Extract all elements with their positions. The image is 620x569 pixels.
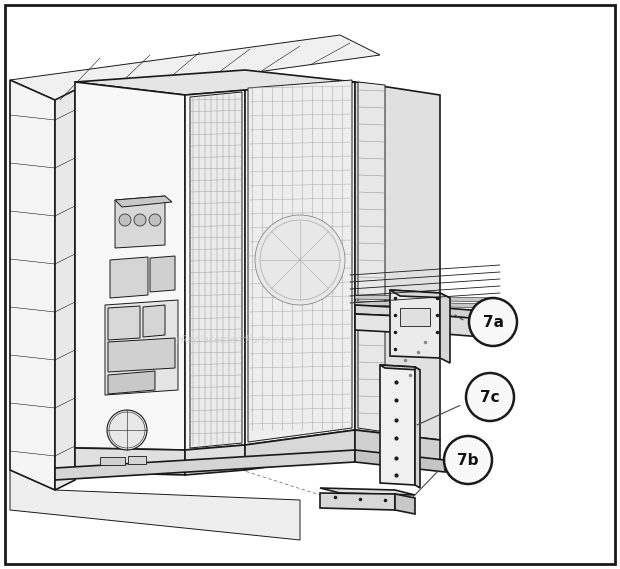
Polygon shape <box>320 493 395 510</box>
Polygon shape <box>108 338 175 372</box>
Polygon shape <box>445 308 495 320</box>
Polygon shape <box>10 35 380 100</box>
Polygon shape <box>390 290 440 358</box>
Polygon shape <box>115 196 172 207</box>
Polygon shape <box>320 488 415 495</box>
Circle shape <box>119 214 131 226</box>
Polygon shape <box>390 290 450 298</box>
Polygon shape <box>355 450 445 472</box>
Polygon shape <box>445 316 495 338</box>
Polygon shape <box>190 92 242 448</box>
Polygon shape <box>355 305 445 318</box>
Circle shape <box>134 214 146 226</box>
Polygon shape <box>355 307 495 314</box>
Polygon shape <box>395 494 415 514</box>
Text: 7a: 7a <box>482 315 503 329</box>
Polygon shape <box>115 196 165 248</box>
Text: 7b: 7b <box>458 452 479 468</box>
Polygon shape <box>355 301 495 308</box>
Polygon shape <box>358 82 385 432</box>
Polygon shape <box>100 100 180 448</box>
Text: eReplacementParts.com: eReplacementParts.com <box>175 335 294 345</box>
Polygon shape <box>185 90 245 450</box>
Polygon shape <box>380 365 415 485</box>
Polygon shape <box>55 450 355 480</box>
Circle shape <box>469 298 517 346</box>
Polygon shape <box>245 430 355 470</box>
Polygon shape <box>75 448 185 475</box>
Polygon shape <box>150 256 175 292</box>
Polygon shape <box>75 82 185 450</box>
Polygon shape <box>380 365 420 370</box>
Polygon shape <box>415 367 420 488</box>
Polygon shape <box>355 430 440 465</box>
Polygon shape <box>355 314 445 335</box>
Polygon shape <box>55 90 75 490</box>
Circle shape <box>149 214 161 226</box>
Polygon shape <box>248 80 352 442</box>
Polygon shape <box>110 257 148 298</box>
Circle shape <box>466 373 514 421</box>
Circle shape <box>444 436 492 484</box>
Bar <box>100 457 125 465</box>
Circle shape <box>107 410 147 450</box>
Polygon shape <box>105 300 178 395</box>
Polygon shape <box>185 445 245 475</box>
Polygon shape <box>355 313 495 320</box>
Polygon shape <box>10 470 300 540</box>
Polygon shape <box>108 306 140 340</box>
Polygon shape <box>355 319 495 326</box>
Polygon shape <box>440 293 450 363</box>
Bar <box>128 456 146 464</box>
Circle shape <box>255 215 345 305</box>
Text: 7c: 7c <box>480 390 500 405</box>
Polygon shape <box>355 82 440 440</box>
Polygon shape <box>355 295 495 302</box>
Polygon shape <box>245 82 355 445</box>
Polygon shape <box>10 80 55 490</box>
Bar <box>400 308 430 326</box>
Polygon shape <box>75 70 355 95</box>
Polygon shape <box>143 305 165 337</box>
Polygon shape <box>108 371 155 394</box>
